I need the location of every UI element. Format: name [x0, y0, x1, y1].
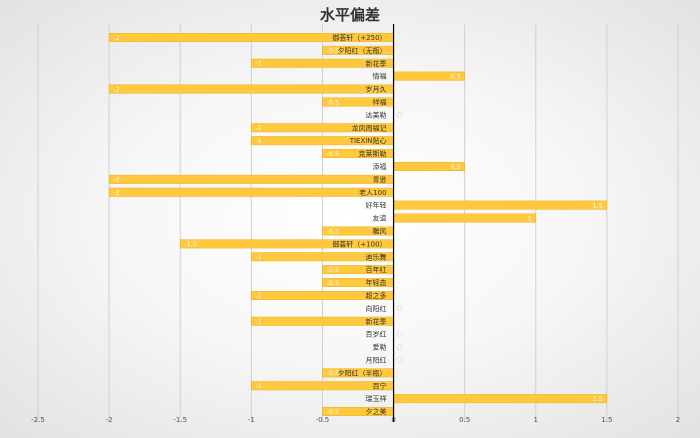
category-label: 百岁红: [366, 330, 387, 339]
data-label: -2: [113, 176, 119, 184]
data-label: -1.5: [184, 240, 197, 248]
category-label: 新花季: [366, 317, 387, 326]
bar: [393, 394, 608, 404]
data-label-zero: [396, 344, 403, 350]
bar: [108, 84, 394, 94]
x-tick-label: 0.5: [459, 416, 470, 424]
bar: [108, 187, 394, 197]
category-label: 年轻态: [366, 278, 387, 287]
data-label-zero: [396, 112, 403, 118]
data-label: -1: [255, 292, 261, 300]
category-label: 夕之美: [366, 407, 387, 416]
data-label: 1.5: [593, 395, 603, 403]
category-label: 克莱斯勒: [359, 149, 387, 158]
category-label: 龙凤周福记: [352, 123, 387, 132]
category-label: 新花季: [366, 59, 387, 68]
data-label: -0.5: [326, 408, 339, 416]
data-label: -1: [255, 253, 261, 261]
category-label: 夕阳红（无瓶）: [338, 46, 387, 55]
category-label: 祥福: [373, 97, 387, 106]
category-label: 御荟轩（+250）: [332, 33, 386, 42]
category-label: TIEXIN贴心: [349, 136, 387, 145]
category-label: 超之多: [366, 291, 387, 300]
category-label: 岁月久: [366, 85, 387, 94]
x-tick-label: -1: [248, 416, 255, 424]
data-label-zero: [396, 305, 403, 312]
category-label: 老人100: [359, 188, 386, 197]
data-label: 1: [528, 214, 532, 222]
data-label: -0.5: [326, 266, 339, 274]
category-label: 瑞玉祥: [366, 394, 387, 403]
category-label: 百宁: [373, 381, 387, 390]
data-label: -1: [255, 137, 261, 145]
data-label: -0.5: [326, 47, 339, 55]
category-label: 友谊: [373, 214, 387, 223]
data-label-zero: [396, 357, 403, 363]
x-tick-label: -1.5: [173, 416, 187, 424]
x-tick-label: -2: [106, 416, 113, 424]
data-label: 0.5: [450, 163, 460, 171]
category-label: 达美勒: [366, 110, 387, 119]
x-tick-label: 2: [676, 416, 680, 424]
category-label: 向阳红: [366, 304, 387, 313]
category-label: 御荟轩（+100）: [332, 239, 386, 248]
data-label: -1: [255, 60, 261, 68]
data-label: -1: [255, 382, 261, 390]
category-label: 爱勒: [373, 343, 387, 352]
bar: [393, 213, 536, 223]
bar: [108, 174, 394, 184]
category-label: 夕阳红（半瓶）: [338, 368, 387, 377]
data-label: -1: [255, 124, 261, 132]
data-label: -0.5: [326, 227, 339, 235]
data-label: -2: [113, 189, 119, 197]
data-label: -2: [113, 34, 119, 42]
category-label: 好年轻: [366, 201, 387, 210]
category-label: 雕风: [373, 226, 387, 235]
data-label: -0.5: [326, 369, 339, 377]
data-label-zero: [396, 331, 403, 337]
category-label: 情福: [373, 72, 387, 81]
data-label: 1.5: [593, 201, 603, 209]
x-tick-label: 1: [534, 416, 538, 424]
bar: [393, 200, 608, 210]
data-label: -0.5: [326, 279, 339, 287]
category-label: 青逊: [373, 175, 387, 184]
category-label: 百年红: [366, 265, 387, 274]
data-label: -0.5: [326, 150, 339, 158]
data-label: -1: [255, 318, 261, 326]
category-label: 迪乐舞: [366, 252, 387, 261]
x-tick-label: -0.5: [316, 416, 330, 424]
data-label: -0.5: [326, 98, 339, 106]
data-label: 0.5: [450, 72, 460, 80]
category-label: 添福: [373, 162, 387, 171]
chart-title: 水平偏差: [319, 6, 380, 24]
x-tick-label: -2.5: [31, 416, 45, 424]
category-label: 月阳红: [366, 355, 387, 364]
x-tick-label: 1.5: [601, 416, 612, 424]
data-label: -2: [113, 85, 119, 93]
